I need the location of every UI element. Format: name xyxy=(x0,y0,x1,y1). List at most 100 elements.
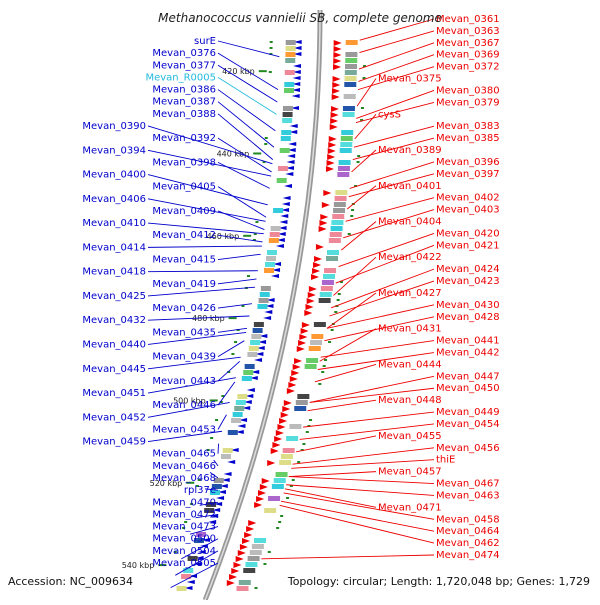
reverse-annotation-block xyxy=(247,556,260,561)
reverse-label-leader xyxy=(359,30,435,54)
forward-gene-arrow xyxy=(239,418,248,422)
forward-annotation-block xyxy=(284,70,295,75)
forward-label-leader xyxy=(189,526,219,535)
feature-marker xyxy=(328,341,332,343)
forward-gene-label: Mevan_R0005 xyxy=(145,72,216,83)
reverse-annotation-block xyxy=(338,160,351,165)
forward-gene-label: surE xyxy=(194,36,216,47)
map-title: Methanococcus vannielii SB, complete gen… xyxy=(158,11,442,25)
reverse-label-leader xyxy=(333,256,377,296)
reverse-gene-arrow xyxy=(311,274,320,280)
forward-label-leader xyxy=(217,303,252,309)
reverse-gene-arrow xyxy=(333,40,342,46)
forward-gene-arrow xyxy=(243,400,252,404)
forward-label-leader xyxy=(199,501,219,506)
reverse-gene-label: Mevan_0367 xyxy=(436,38,500,49)
forward-gene-label: Mevan_0406 xyxy=(82,194,146,205)
forward-gene-label: Mevan_0443 xyxy=(152,376,216,387)
forward-gene-arrow xyxy=(230,448,239,452)
forward-annotation-block xyxy=(204,508,215,513)
reverse-annotation-block xyxy=(342,106,355,111)
forward-gene-label: Mevan_0452 xyxy=(82,412,146,423)
feature-marker xyxy=(357,155,361,157)
forward-label-leader xyxy=(217,414,227,430)
reverse-gene-arrow xyxy=(259,484,268,490)
reverse-label-leader xyxy=(343,209,435,239)
reverse-label-leader xyxy=(284,488,377,508)
forward-gene-label: Mevan_0426 xyxy=(152,303,216,314)
forward-gene-arrow xyxy=(291,94,300,98)
forward-gene-label: Mevan_0446 xyxy=(152,400,216,411)
forward-annotation-block xyxy=(220,454,231,459)
reverse-label-leader xyxy=(359,18,435,41)
forward-gene-arrow xyxy=(271,274,280,278)
reverse-label-leader xyxy=(346,185,377,210)
reverse-annotation-block xyxy=(345,64,358,69)
reverse-label-leader xyxy=(317,352,435,370)
feature-marker xyxy=(318,383,322,385)
feature-marker xyxy=(206,449,210,451)
reverse-label-leader xyxy=(356,78,377,107)
reverse-gene-arrow xyxy=(318,226,327,232)
reverse-label-leader xyxy=(283,492,435,520)
feature-marker xyxy=(334,311,338,313)
forward-annotation-block xyxy=(194,538,205,543)
reverse-label-leader xyxy=(338,232,435,268)
reverse-gene-arrow xyxy=(299,334,308,340)
feature-marker xyxy=(307,425,311,427)
forward-gene-label: Mevan_0500 xyxy=(152,534,216,545)
reverse-gene-arrow xyxy=(333,52,342,58)
feature-marker xyxy=(362,77,366,79)
forward-gene-label: Mevan_0418 xyxy=(82,267,146,278)
forward-annotation-block xyxy=(187,556,198,561)
forward-annotation-block xyxy=(273,208,284,213)
feature-marker xyxy=(337,293,341,295)
feature-marker xyxy=(302,443,306,445)
reverse-gene-arrow xyxy=(306,298,315,304)
feature-marker xyxy=(241,305,245,307)
forward-gene-label: Mevan_0466 xyxy=(152,461,216,472)
feature-marker xyxy=(247,275,251,277)
reverse-gene-arrow xyxy=(308,286,317,292)
forward-gene-arrow xyxy=(264,310,273,314)
reverse-gene-arrow xyxy=(330,106,339,112)
reverse-annotation-block xyxy=(289,424,302,429)
reverse-gene-label: Mevan_0462 xyxy=(436,538,500,549)
reverse-gene-arrow xyxy=(286,388,295,394)
forward-label-leader xyxy=(217,101,275,148)
reverse-gene-label: Mevan_0363 xyxy=(436,26,500,37)
reverse-gene-arrow xyxy=(275,430,284,436)
feature-layer xyxy=(173,40,367,591)
reverse-gene-arrow xyxy=(329,124,338,130)
feature-marker xyxy=(219,401,223,403)
reverse-label-leader xyxy=(351,149,377,173)
forward-gene-arrow xyxy=(193,562,202,566)
feature-marker xyxy=(182,527,186,529)
forward-annotation-block xyxy=(227,430,238,435)
reverse-gene-label: Mevan_0420 xyxy=(436,228,500,239)
forward-annotation-block xyxy=(211,484,222,489)
feature-marker xyxy=(252,239,256,241)
reverse-annotation-block xyxy=(249,550,262,555)
forward-label-leader xyxy=(181,538,219,560)
forward-annotation-block xyxy=(269,232,280,237)
reverse-annotation-block xyxy=(335,190,348,195)
forward-label-leader xyxy=(217,253,261,260)
forward-gene-arrow xyxy=(281,202,290,206)
reverse-annotation-block xyxy=(344,76,357,81)
forward-gene-arrow xyxy=(292,70,301,74)
reverse-label-leader xyxy=(329,280,435,317)
forward-label-leader xyxy=(217,113,274,160)
forward-label-leader xyxy=(217,360,241,382)
forward-annotation-block xyxy=(282,118,293,123)
reverse-gene-label: Mevan_0383 xyxy=(436,121,500,132)
reverse-annotation-block xyxy=(328,238,341,243)
forward-annotation-block xyxy=(222,448,233,453)
reverse-gene-arrow xyxy=(313,262,322,268)
forward-label-leader xyxy=(217,278,257,285)
kbp-tick-label: 520 kbp xyxy=(150,479,183,488)
feature-marker xyxy=(291,479,295,481)
forward-label-leader xyxy=(147,125,273,165)
reverse-gene-arrow xyxy=(280,412,289,418)
